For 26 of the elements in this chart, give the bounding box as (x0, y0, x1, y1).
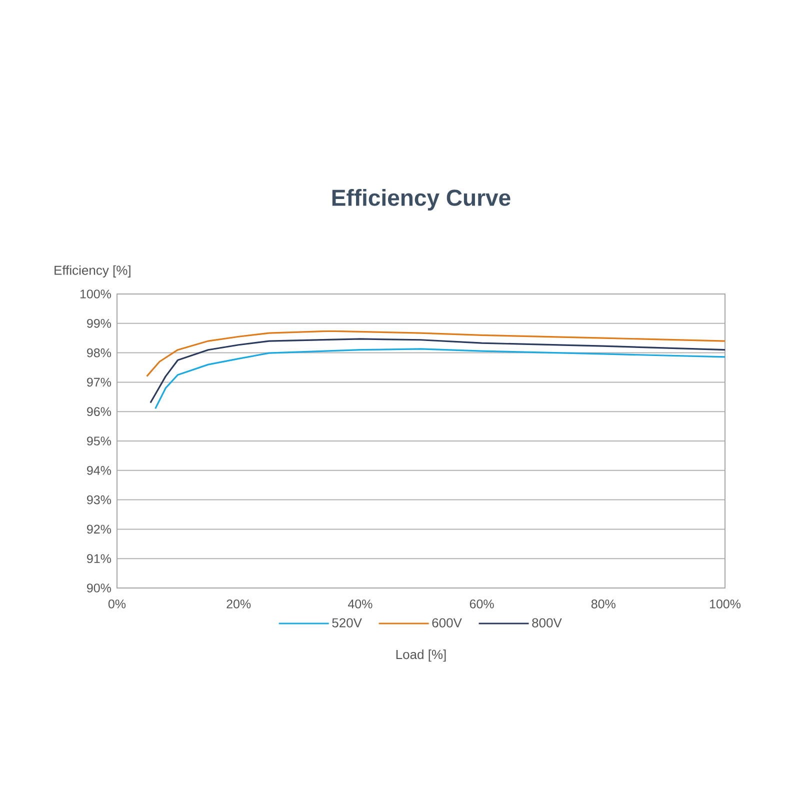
y-tick-label: 100% (80, 290, 112, 298)
y-tick-label: 91% (87, 554, 112, 564)
x-axis-title: Load [%] (396, 650, 446, 662)
y-tick-label: 99% (87, 318, 112, 328)
legend-label: 520V (332, 618, 362, 628)
y-tick-label: 92% (87, 524, 112, 534)
x-tick-label: 80% (591, 600, 616, 608)
y-tick-label: 96% (87, 407, 112, 416)
line-series (150, 338, 726, 404)
y-tick-label: 97% (87, 378, 112, 387)
x-tick-label: 0% (108, 600, 126, 608)
y-tick-label: 95% (87, 436, 112, 446)
x-tick-label: 60% (470, 600, 494, 608)
chart-title: Efficiency Curve (332, 189, 510, 210)
line-series (146, 330, 726, 378)
legend-label: 800V (532, 618, 562, 628)
y-tick-label: 94% (87, 466, 112, 475)
y-tick-label: 98% (87, 348, 112, 358)
y-tick-label: 90% (87, 584, 112, 592)
x-tick-label: 40% (348, 600, 372, 608)
y-axis-title: Efficiency [%] (54, 265, 130, 278)
x-tick-label: 100% (710, 600, 741, 608)
line-series (154, 348, 726, 410)
y-tick-label: 93% (87, 495, 112, 504)
legend-label: 600V (432, 618, 462, 628)
x-tick-label: 20% (226, 600, 251, 608)
